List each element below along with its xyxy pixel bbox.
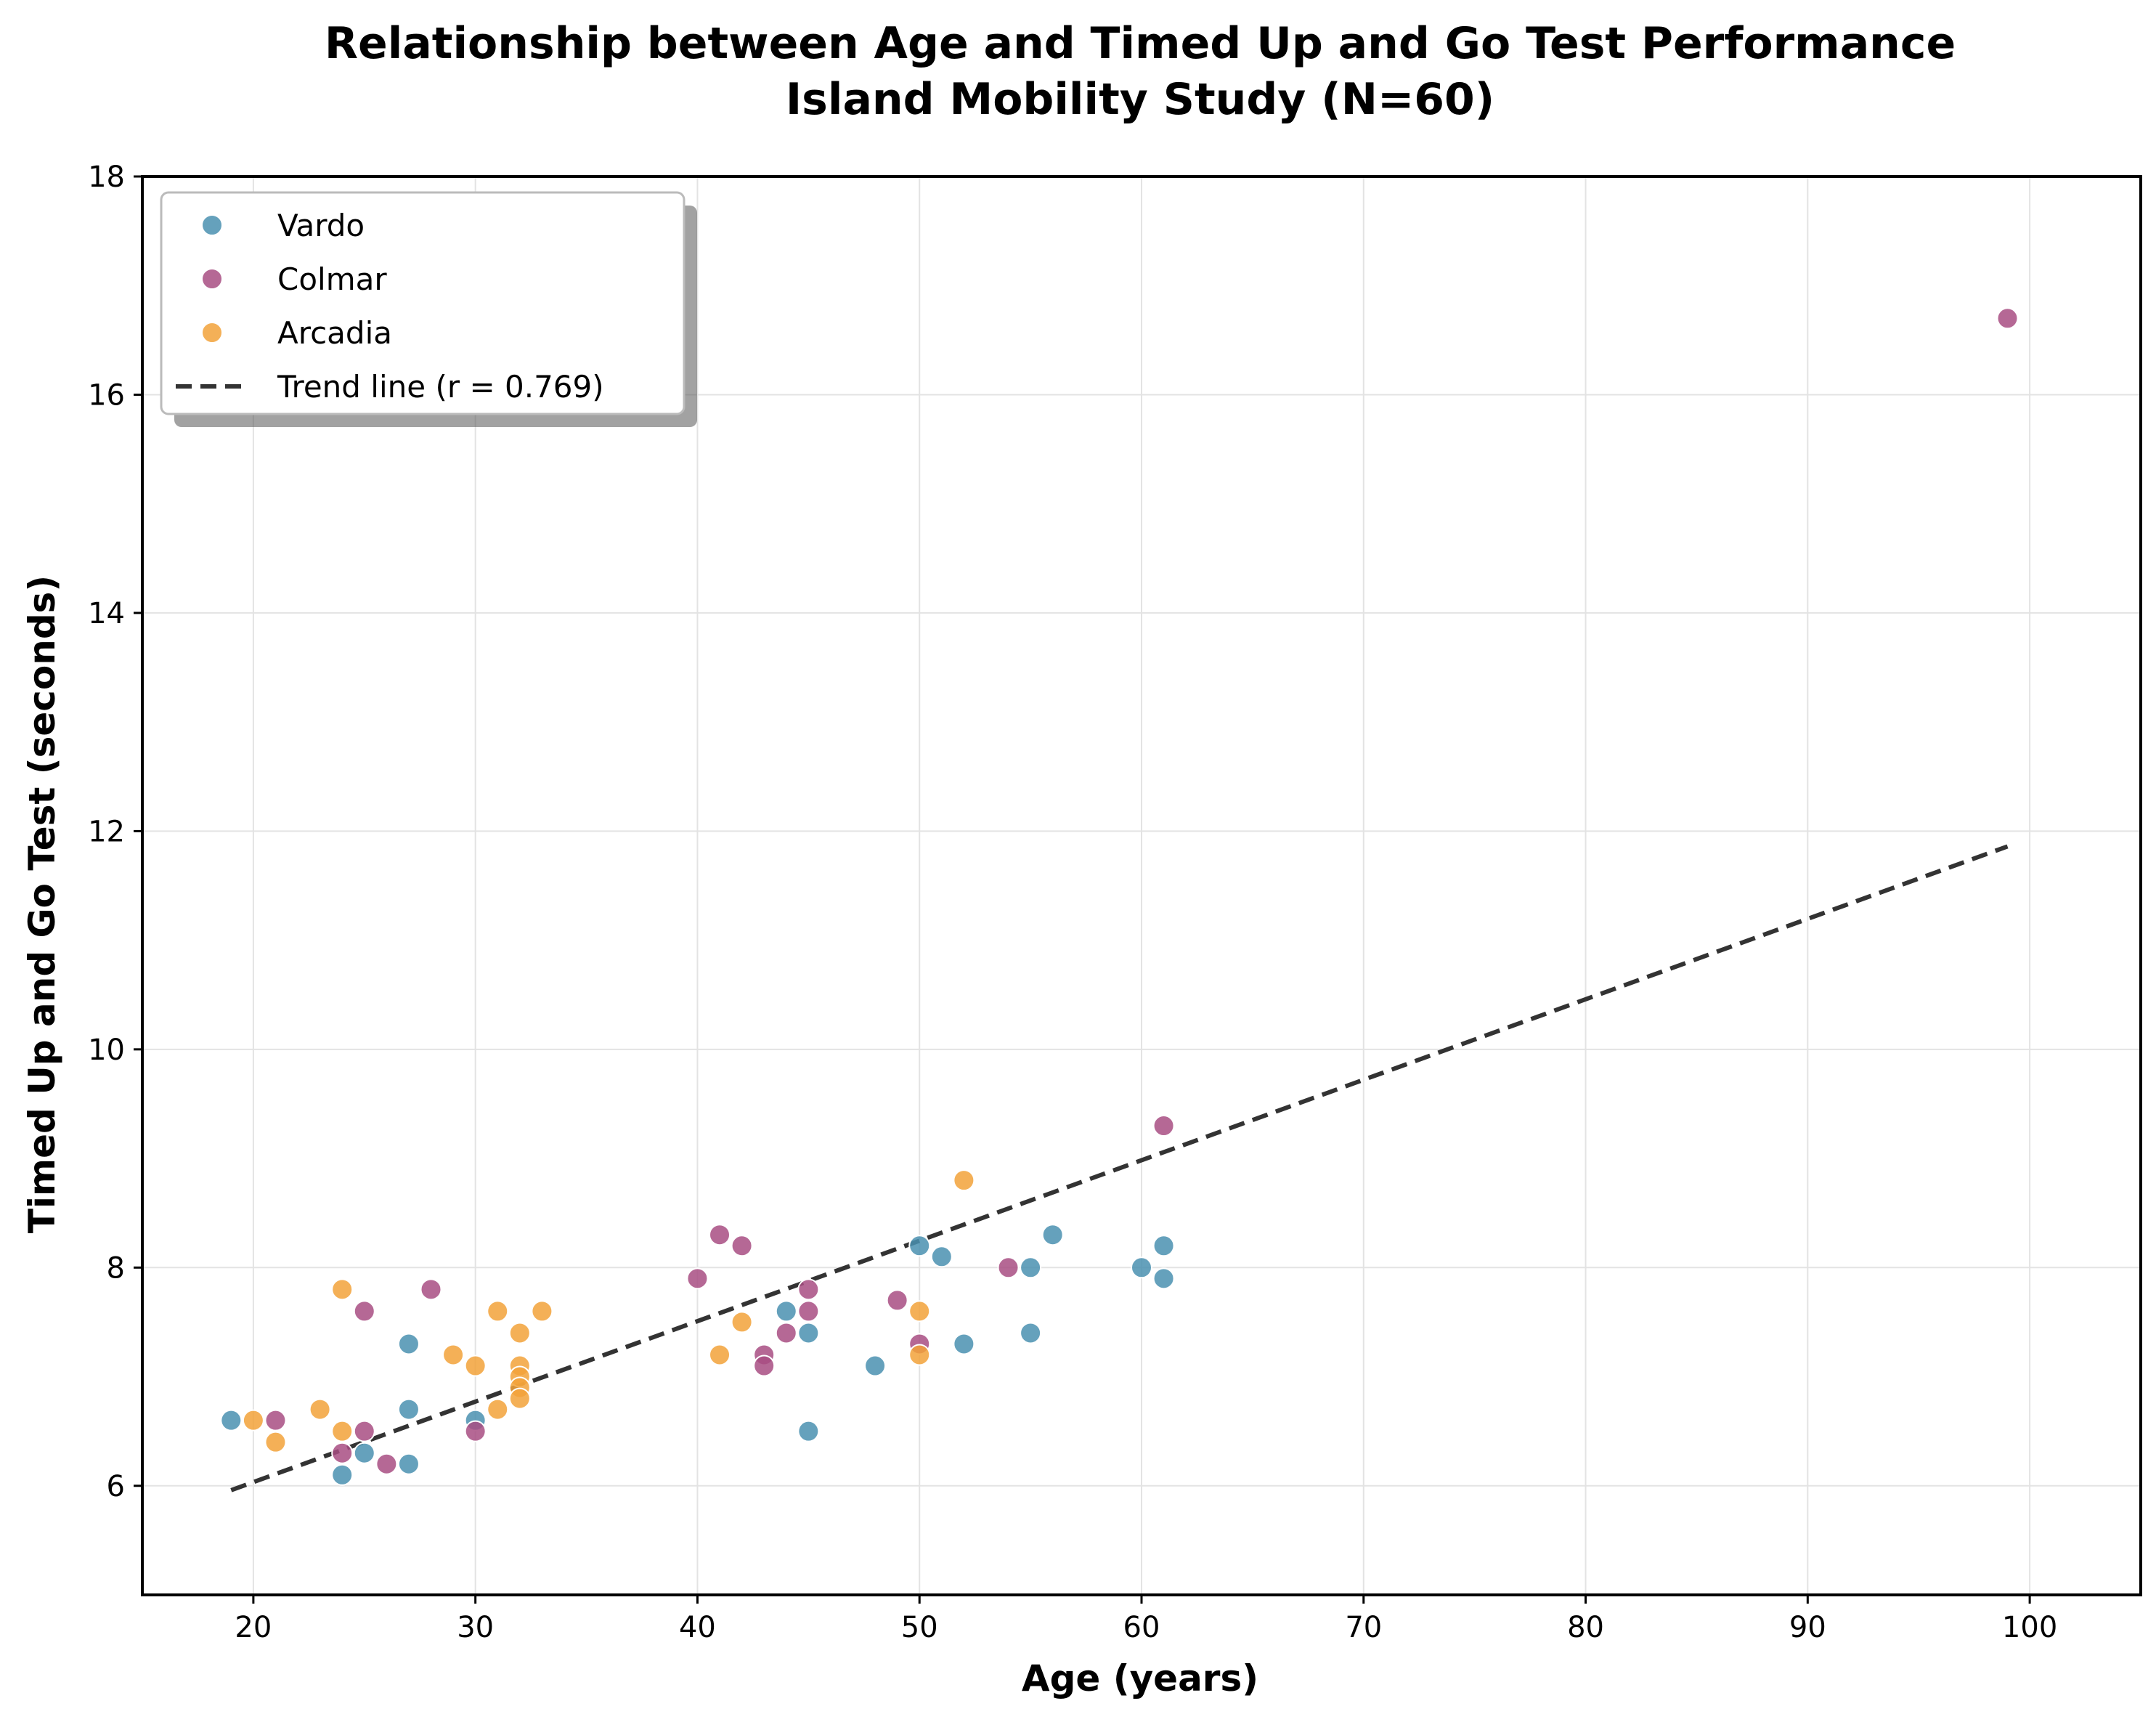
data-point-arcadia (331, 1420, 354, 1442)
legend-label: Trend line (r = 0.769) (277, 369, 604, 405)
legend-marker-vardo (201, 214, 223, 236)
data-point-arcadia (264, 1431, 287, 1453)
data-point-vardo (397, 1453, 420, 1475)
data-point-colmar (797, 1300, 820, 1323)
data-point-vardo (397, 1333, 420, 1355)
data-point-vardo (331, 1463, 354, 1486)
data-point-colmar (775, 1322, 797, 1344)
legend-label: Arcadia (277, 315, 392, 351)
y-tick-label: 6 (107, 1470, 125, 1503)
data-point-vardo (397, 1398, 420, 1421)
data-point-vardo (797, 1322, 820, 1344)
x-tick-label: 80 (1567, 1611, 1604, 1644)
data-point-colmar (753, 1355, 776, 1377)
legend-label: Vardo (277, 208, 365, 243)
data-point-arcadia (953, 1169, 975, 1192)
data-point-colmar (686, 1267, 709, 1290)
axis-ticks: 20 30 40 50 60 70 80 90 100 6 8 10 12 14 16 18 (88, 161, 2057, 1644)
data-point-vardo (1131, 1256, 1152, 1279)
data-point-arcadia (309, 1398, 331, 1421)
data-point-vardo (930, 1246, 953, 1268)
data-point-arcadia (242, 1409, 264, 1431)
y-tick-label: 10 (88, 1033, 125, 1067)
data-point-vardo (1041, 1224, 1064, 1246)
data-point-colmar (375, 1453, 398, 1475)
x-tick-label: 100 (2002, 1611, 2057, 1644)
x-tick-label: 90 (1789, 1611, 1826, 1644)
data-point-arcadia (331, 1278, 354, 1301)
y-tick-label: 14 (88, 597, 125, 630)
x-tick-label: 70 (1345, 1611, 1382, 1644)
data-point-colmar (353, 1300, 375, 1323)
chart-subtitle: Island Mobility Study (N=60) (786, 74, 1494, 125)
data-point-colmar (331, 1442, 354, 1464)
data-point-colmar (1996, 307, 2019, 330)
grid (142, 176, 2141, 1595)
legend-label: Colmar (277, 261, 387, 297)
data-point-arcadia (442, 1344, 465, 1366)
data-point-arcadia (908, 1344, 931, 1366)
y-tick-label: 16 (88, 378, 125, 412)
data-point-vardo (1020, 1256, 1042, 1279)
chart-title: Relationship between Age and Timed Up an… (325, 18, 1956, 69)
data-point-arcadia (709, 1344, 731, 1366)
data-points (220, 307, 2019, 1486)
x-tick-label: 20 (235, 1611, 272, 1644)
y-tick-label: 8 (107, 1251, 125, 1285)
data-point-arcadia (531, 1300, 553, 1323)
legend-marker-colmar (201, 268, 223, 290)
data-point-colmar (353, 1420, 375, 1442)
data-point-arcadia (908, 1300, 931, 1323)
data-point-vardo (220, 1409, 243, 1431)
legend-marker-arcadia (201, 322, 223, 344)
y-axis-label: Timed Up and Go Test (seconds) (21, 575, 63, 1234)
data-point-colmar (464, 1420, 487, 1442)
legend-box (160, 191, 686, 415)
data-point-arcadia (487, 1300, 509, 1323)
x-tick-label: 40 (679, 1611, 716, 1644)
series-arcadia (242, 1169, 975, 1453)
data-point-vardo (353, 1442, 375, 1464)
data-point-vardo (953, 1333, 975, 1355)
x-axis-label: Age (years) (1022, 1657, 1258, 1699)
data-point-vardo (1152, 1267, 1175, 1290)
x-tick-label: 50 (901, 1611, 938, 1644)
data-point-colmar (731, 1235, 753, 1257)
data-point-colmar (420, 1278, 442, 1301)
data-point-vardo (797, 1420, 820, 1442)
data-point-colmar (997, 1256, 1020, 1279)
data-point-colmar (1152, 1115, 1175, 1137)
series-colmar (264, 307, 2019, 1475)
data-point-colmar (264, 1409, 287, 1431)
legend: Vardo Colmar Arcadia Trend line (r = 0.769) (160, 191, 697, 427)
y-tick-label: 18 (88, 161, 125, 194)
data-point-arcadia (464, 1355, 487, 1377)
data-point-arcadia (508, 1387, 531, 1410)
data-point-vardo (775, 1300, 797, 1323)
data-point-arcadia (731, 1311, 753, 1333)
data-point-vardo (864, 1355, 887, 1377)
data-point-vardo (1152, 1235, 1175, 1257)
series-vardo (220, 1224, 1175, 1486)
trend-line-layer (230, 844, 2009, 1492)
data-point-colmar (886, 1289, 908, 1312)
data-point-colmar (797, 1278, 820, 1301)
data-point-vardo (908, 1235, 931, 1257)
x-tick-label: 60 (1123, 1611, 1160, 1644)
y-tick-label: 12 (88, 815, 125, 848)
trend-line (230, 844, 2009, 1492)
data-point-arcadia (508, 1322, 531, 1344)
data-point-colmar (709, 1224, 731, 1246)
data-point-arcadia (487, 1398, 509, 1421)
data-point-vardo (1020, 1322, 1042, 1344)
x-tick-label: 30 (457, 1611, 494, 1644)
